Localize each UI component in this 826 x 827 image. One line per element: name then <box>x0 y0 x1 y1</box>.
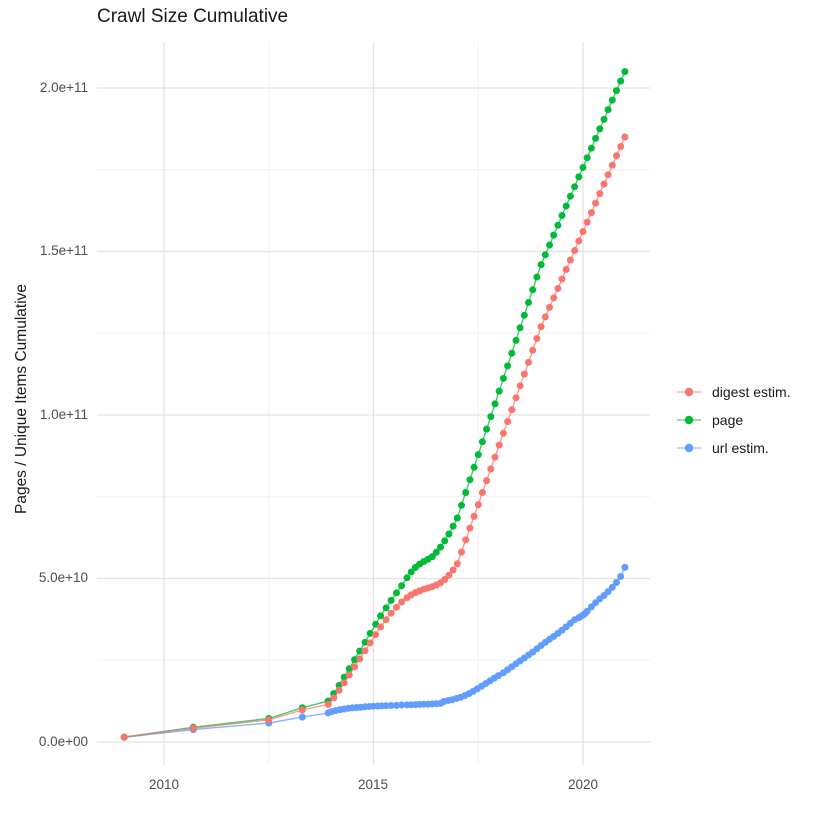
y-tick-label: 0.0e+00 <box>38 734 88 749</box>
y-tick-label: 2.0e+11 <box>39 80 88 95</box>
gridlines <box>97 42 650 765</box>
series-digest-estim-layer <box>120 133 629 741</box>
legend-key-point-icon <box>677 387 701 397</box>
legend: digest estim. page url estim. <box>676 378 791 462</box>
y-axis-title: Pages / Unique Items Cumulative <box>13 283 30 515</box>
x-tick-label: 2015 <box>357 777 389 792</box>
x-tick-label: 2020 <box>567 777 599 792</box>
y-tick-label: 1.5e+11 <box>39 243 88 258</box>
legend-item-url-estim: url estim. <box>676 434 791 462</box>
legend-key-point-icon <box>677 415 701 425</box>
legend-key-point-icon <box>677 443 701 453</box>
series-url-estim-layer <box>120 563 629 741</box>
legend-item-digest-estim: digest estim. <box>676 378 791 406</box>
legend-label: url estim. <box>712 440 769 456</box>
y-tick-label: 1.0e+11 <box>39 407 88 422</box>
chart-title: Crawl Size Cumulative <box>97 6 289 27</box>
series-page-layer <box>120 68 629 741</box>
x-tick-label: 2010 <box>148 777 180 792</box>
legend-label: digest estim. <box>712 384 791 400</box>
legend-item-page: page <box>676 406 791 434</box>
y-tick-label: 5.0e+10 <box>38 570 88 585</box>
legend-label: page <box>712 412 744 428</box>
